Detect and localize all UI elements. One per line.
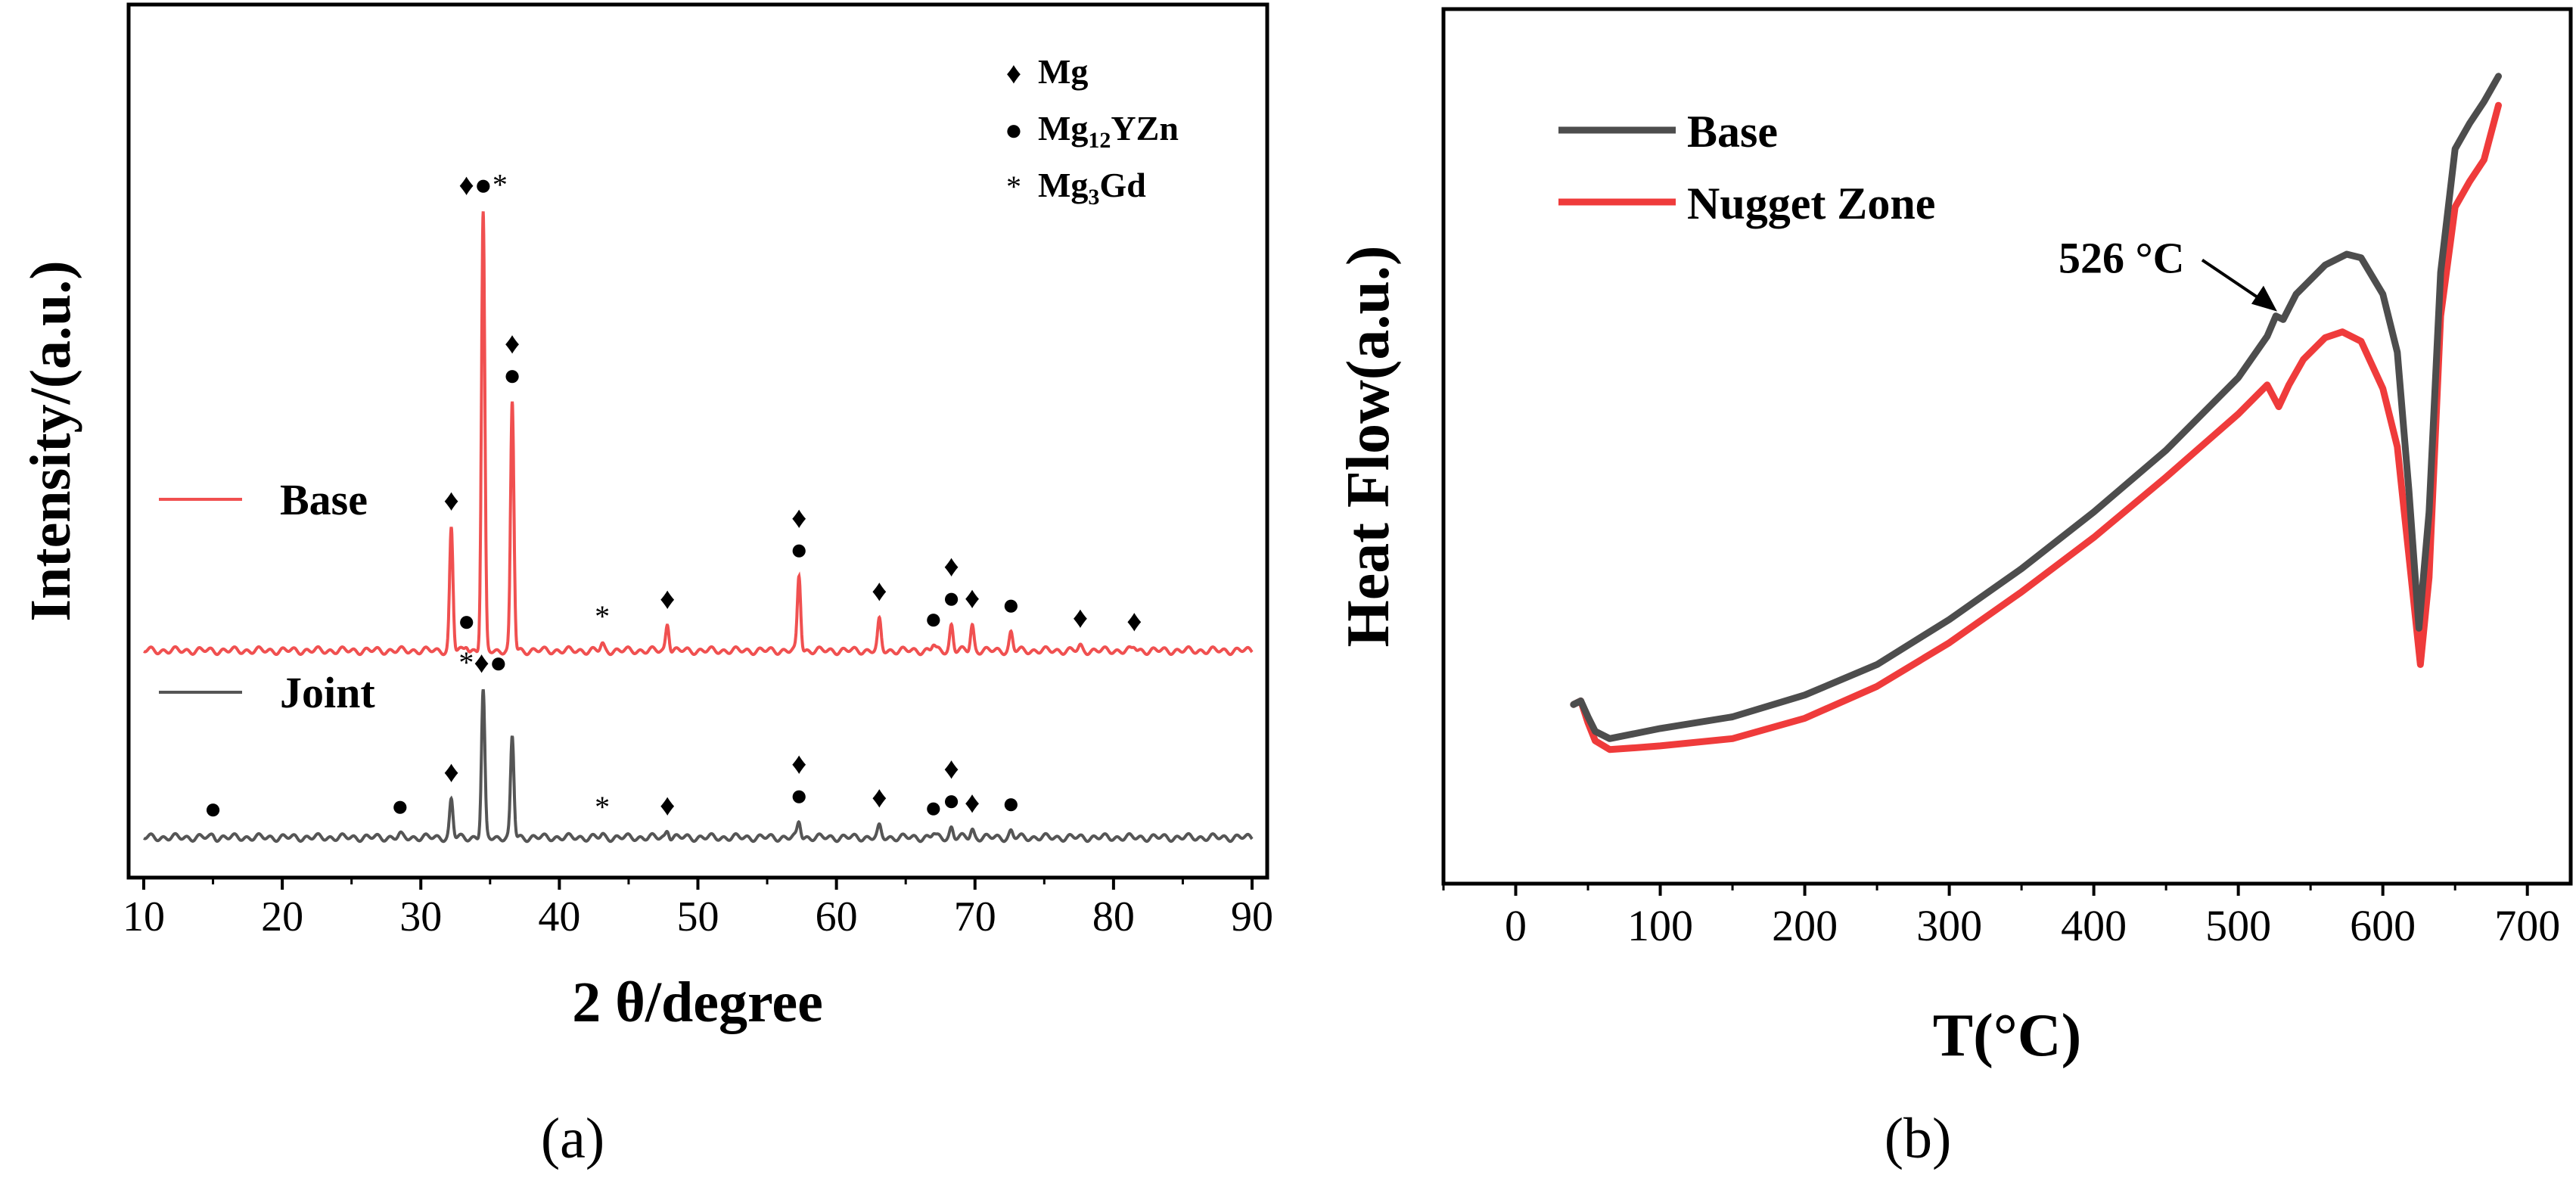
xrd-phase-marker: *♦● xyxy=(458,645,508,679)
dsc-y-axis-title: Heat Flow(a.u.) xyxy=(1335,245,1402,647)
dsc-x-tick-label: 400 xyxy=(2061,901,2127,950)
dsc-x-tick-label: 300 xyxy=(1916,901,1982,950)
dsc-annotation-arrowhead xyxy=(2251,285,2277,312)
xrd-phase-marker: ♦ xyxy=(1126,604,1142,638)
panel-label-b: (b) xyxy=(1885,1107,1952,1170)
xrd-phase-marker: ● xyxy=(1002,786,1020,820)
xrd-x-tick-label: 20 xyxy=(261,893,303,940)
xrd-series-base-line xyxy=(143,211,1254,657)
dsc-legend-label: Base xyxy=(1687,107,1778,157)
xrd-phase-marker: ♦ xyxy=(943,751,959,785)
xrd-phase-marker: ♦ xyxy=(965,581,980,615)
dsc-x-tick-label: 500 xyxy=(2205,901,2271,950)
xrd-phase-marker: ♦ xyxy=(1073,600,1088,634)
dsc-plot-frame xyxy=(1441,7,2573,886)
xrd-phase-marker: ♦ xyxy=(791,501,806,535)
xrd-legend-label-base: Base xyxy=(280,475,368,524)
xrd-x-tick-label: 80 xyxy=(1092,893,1135,940)
phase-legend-label: Mg3Gd xyxy=(1038,166,1146,210)
dsc-traces xyxy=(1570,73,2502,754)
xrd-phase-marker: ♦ xyxy=(872,780,887,814)
xrd-phase-marker: ● xyxy=(924,601,943,636)
dsc-x-tick-label: 600 xyxy=(2350,901,2416,950)
xrd-phase-marker: * xyxy=(595,599,610,633)
phase-legend-label: Mg xyxy=(1038,52,1088,91)
phase-legend-label: Mg12YZn xyxy=(1038,109,1179,153)
xrd-phase-marker: ♦ xyxy=(443,483,458,517)
dsc-series-base-line xyxy=(1570,73,2502,742)
xrd-phase-marker: ● xyxy=(458,604,476,638)
xrd-phase-marker: ♦ xyxy=(965,785,980,819)
xrd-series-joint-line xyxy=(143,688,1254,844)
xrd-phase-marker: ● xyxy=(943,580,961,614)
xrd-phase-legend: ♦ Mg ● Mg12YZn * Mg3Gd xyxy=(1005,52,1179,210)
xrd-phase-marker: ● xyxy=(391,788,409,822)
xrd-x-tick-label: 40 xyxy=(538,893,580,940)
dsc-series-nugget-zone-line xyxy=(1570,101,2502,754)
xrd-phase-marker: ● xyxy=(503,358,521,392)
xrd-x-tick-label: 30 xyxy=(399,893,442,940)
xrd-phase-marker: ♦ xyxy=(660,581,675,615)
panel-label-a: (a) xyxy=(541,1107,604,1170)
xrd-phase-marker: ● xyxy=(204,791,222,825)
xrd-series-labels: Base Joint xyxy=(159,475,375,717)
xrd-phase-marker: ● xyxy=(924,790,943,824)
xrd-phase-marker: ● xyxy=(1002,587,1020,621)
dsc-x-axis-title: T(°C) xyxy=(1933,1002,2081,1069)
xrd-phase-marker: ♦ xyxy=(660,788,675,822)
xrd-traces xyxy=(143,211,1254,844)
xrd-x-tick-label: 60 xyxy=(816,893,858,940)
xrd-phase-marker: ● xyxy=(943,783,961,817)
xrd-phase-marker: ● xyxy=(790,533,808,567)
xrd-x-axis: 10 20 30 40 50 60 70 80 90 xyxy=(123,878,1273,940)
dsc-legend-label: Nugget Zone xyxy=(1687,179,1935,228)
xrd-x-axis-title: 2 θ/degree xyxy=(572,971,823,1034)
dsc-x-tick-label: 0 xyxy=(1505,901,1527,950)
dsc-legend: Base Nugget Zone xyxy=(1558,107,1935,228)
dsc-x-axis: 0 100 200 300 400 500 600 700 xyxy=(1442,884,2560,950)
xrd-legend-label-joint: Joint xyxy=(280,668,375,717)
xrd-phase-markers: ♦●♦●*♦●*♦♦●♦●♦● ♦ ● ♦ ♦● ●♦*♦●* ♦♦● ♦ ●♦● ♦ ● xyxy=(204,167,1142,825)
xrd-phase-marker: ♦ xyxy=(943,548,959,583)
dsc-x-tick-label: 700 xyxy=(2494,901,2560,950)
xrd-x-tick-label: 70 xyxy=(954,893,996,940)
xrd-phase-marker: ● xyxy=(790,778,808,813)
dsc-annotation: 526 °C xyxy=(2059,234,2277,312)
xrd-phase-marker: ♦ xyxy=(872,573,887,608)
dsc-annotation-label: 526 °C xyxy=(2059,234,2185,283)
dsc-x-tick-label: 100 xyxy=(1627,901,1693,950)
xrd-phase-marker: ♦ xyxy=(505,326,520,360)
dsc-x-tick-label: 200 xyxy=(1772,901,1838,950)
xrd-x-tick-label: 10 xyxy=(123,893,165,940)
xrd-phase-marker: ♦ xyxy=(791,747,806,781)
phase-legend-symbol: ● xyxy=(1005,113,1023,147)
xrd-phase-marker: * xyxy=(595,790,610,824)
phase-legend-symbol: ♦ xyxy=(1006,56,1021,90)
xrd-phase-marker: ♦ xyxy=(443,754,458,788)
dsc-chart: 0 100 200 300 400 500 600 700 526 °C Base Nugget… xyxy=(1335,7,2573,1170)
xrd-x-tick-label: 90 xyxy=(1231,893,1273,940)
xrd-y-axis-title: Intensity/(a.u.) xyxy=(19,260,82,621)
xrd-phase-marker: ♦●* xyxy=(458,167,508,201)
phase-legend-symbol: * xyxy=(1006,169,1021,204)
xrd-x-tick-label: 50 xyxy=(677,893,719,940)
xrd-chart: 10 20 30 40 50 60 70 80 90 ♦●♦●*♦●*♦♦●♦●♦● ♦ ● ♦ ♦● ●… xyxy=(19,2,1273,1170)
